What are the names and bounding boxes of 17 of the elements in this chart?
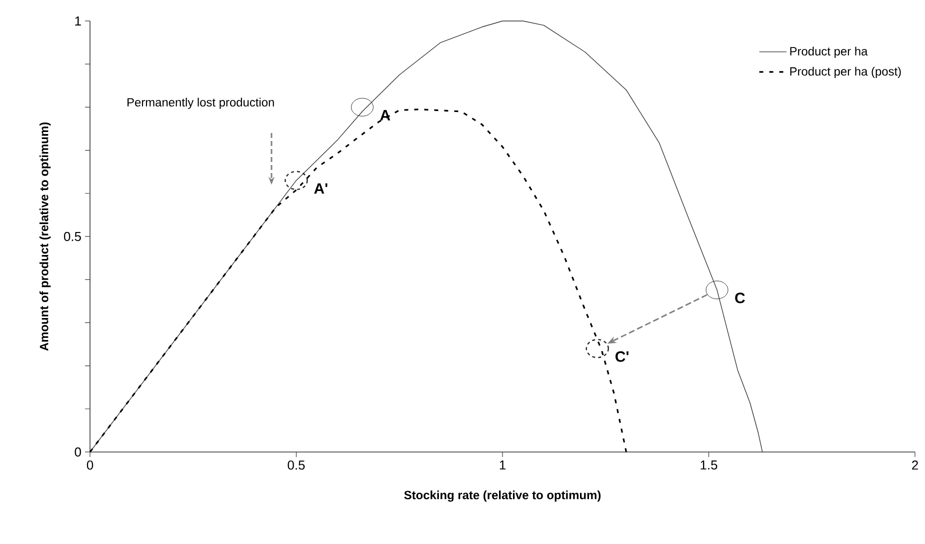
legend-label: Product per ha (post) <box>790 66 901 78</box>
annotation: A' <box>314 183 328 194</box>
annotation: C' <box>616 351 628 362</box>
line-series <box>89 108 628 453</box>
x-tick-label: 2 <box>912 460 918 470</box>
x-tick-label: 1.5 <box>700 460 718 470</box>
x-tick-label: 0.5 <box>288 460 305 470</box>
y-tick-label: 0 <box>74 447 81 457</box>
y-axis-title: Amount of product (relative to optimum) <box>40 122 51 351</box>
annotation: C <box>735 292 745 304</box>
x-tick-label: 0 <box>86 460 94 470</box>
legend-label: Product per ha <box>790 46 868 58</box>
x-axis-title: Stocking rate (relative to optimum) <box>404 490 601 502</box>
y-tick-label: 0.5 <box>64 232 81 242</box>
y-tick-label: 1 <box>75 16 81 26</box>
x-tick-label: 1 <box>500 460 506 470</box>
annotation: Permanently lost production <box>128 98 274 109</box>
